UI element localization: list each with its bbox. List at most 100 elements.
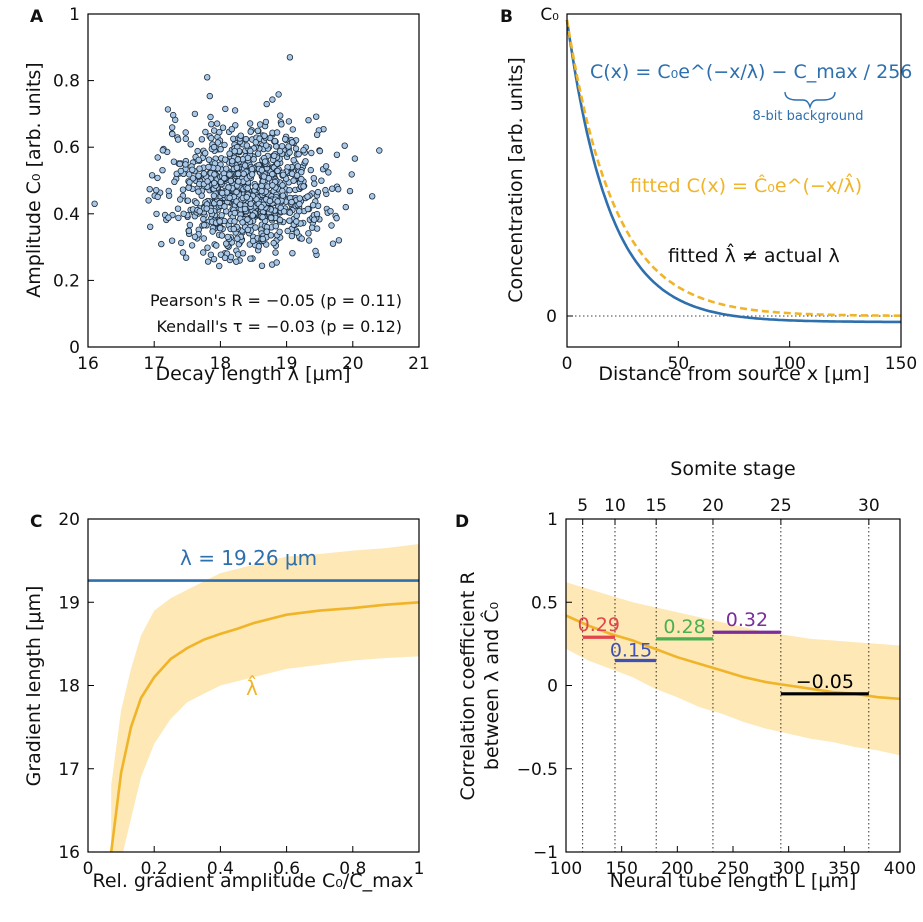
scatter-point — [169, 130, 176, 138]
scatter-point — [195, 172, 202, 179]
panel-c-plot — [88, 544, 419, 852]
scatter-point — [221, 141, 228, 149]
scatter-point — [247, 128, 254, 135]
scatter-point — [234, 170, 242, 177]
scatter-point — [252, 139, 259, 146]
scatter-point — [195, 188, 202, 195]
scatter-point — [203, 205, 210, 212]
scatter-point — [255, 150, 262, 157]
scatter-point — [335, 237, 343, 244]
scatter-point — [201, 149, 209, 157]
scatter-point — [258, 262, 266, 269]
y-tick-label: 19 — [58, 593, 80, 613]
scatter-point — [213, 242, 220, 249]
background-annotation: 8-bit background — [753, 109, 864, 124]
scatter-point — [208, 120, 215, 128]
scatter-point — [184, 197, 192, 204]
scatter-point — [232, 122, 239, 129]
scatter-point — [175, 214, 182, 222]
x-tick-label: 0 — [83, 859, 94, 879]
scatter-point — [226, 150, 233, 157]
scatter-point — [204, 178, 211, 185]
scatter-point — [193, 199, 200, 207]
top-tick-label: 30 — [858, 496, 880, 516]
scatter-point — [300, 146, 307, 154]
scatter-point — [176, 196, 184, 203]
scatter-point — [311, 216, 318, 223]
scatter-point — [351, 155, 359, 162]
stage-segment-label: 0.15 — [610, 640, 652, 662]
scatter-point — [288, 232, 296, 240]
scatter-point — [272, 222, 279, 230]
scatter-point — [231, 218, 238, 225]
scatter-point — [214, 139, 222, 146]
scatter-point — [222, 105, 229, 113]
scatter-point — [269, 96, 276, 103]
scatter-point — [182, 254, 190, 261]
scatter-point — [196, 208, 203, 215]
y-tick-label: 20 — [58, 510, 80, 530]
panel-c-ticks: 0 0.2 0.4 0.6 0.8 1 16 17 18 19 20 — [58, 510, 424, 879]
scatter-point — [164, 106, 172, 113]
scatter-point — [284, 227, 291, 235]
scatter-point — [195, 156, 202, 164]
scatter-point — [206, 92, 213, 100]
scatter-point — [308, 224, 316, 231]
scatter-point — [234, 235, 241, 242]
scatter-point — [216, 199, 223, 207]
y-tick-label: 0.2 — [53, 271, 80, 291]
scatter-point — [276, 216, 284, 224]
scatter-point — [289, 139, 296, 146]
scatter-point — [198, 192, 205, 199]
y-tick-label: 0 — [69, 338, 80, 358]
scatter-point — [233, 164, 241, 171]
scatter-point — [249, 237, 257, 245]
scatter-point — [255, 243, 263, 250]
scatter-point — [286, 149, 293, 156]
scatter-point — [329, 240, 337, 247]
scatter-point — [187, 141, 194, 148]
y-tick-label: 0 — [546, 307, 557, 327]
scatter-point — [266, 197, 274, 205]
panel-b-frame — [566, 13, 902, 348]
scatter-point — [186, 179, 193, 186]
x-tick-label: 20 — [342, 354, 364, 374]
scatter-point — [180, 210, 187, 217]
scatter-point — [239, 219, 246, 226]
scatter-point — [179, 249, 187, 256]
scatter-point — [293, 172, 301, 179]
scatter-point — [376, 147, 383, 154]
panel-a: A 16 17 18 19 20 21 0 0.2 0.4 0.6 0.8 1 Pearson's R… — [23, 5, 430, 385]
scatter-point — [199, 249, 207, 256]
scatter-point — [210, 192, 218, 199]
scatter-point — [263, 100, 270, 108]
scatter-point — [91, 200, 98, 207]
scatter-point — [233, 188, 240, 196]
scatter-point — [231, 107, 239, 114]
scatter-point — [207, 251, 215, 258]
scatter-point — [256, 121, 264, 128]
panel-a-frame — [87, 13, 420, 348]
panel-d-ticks: 100 150 200 250 300 350 400 −1 −0.5 0 0.5 15 10 15 20 2… — [517, 496, 917, 879]
x-tick-label: 200 — [661, 859, 693, 879]
x-tick-label: 0 — [562, 354, 573, 374]
y-tick-label: C₀ — [540, 5, 559, 25]
scatter-points — [91, 54, 383, 270]
fitted-equation: fitted C(x) = Ĉ₀e^(−x/λ̂) — [630, 173, 862, 197]
scatter-point — [285, 143, 292, 150]
scatter-point — [263, 228, 270, 235]
panel-b-xlabel: Distance from source x [μm] — [598, 363, 869, 385]
scatter-point — [235, 178, 242, 185]
scatter-point — [272, 249, 279, 256]
scatter-point — [293, 218, 300, 225]
scatter-point — [218, 189, 226, 197]
scatter-point — [261, 132, 268, 139]
scatter-point — [216, 218, 223, 225]
y-tick-label: 1 — [69, 5, 80, 25]
scatter-point — [292, 145, 300, 152]
panel-d-xlabel: Neural tube length L [μm] — [610, 870, 857, 892]
scatter-point — [203, 74, 211, 81]
scatter-point — [221, 156, 229, 163]
scatter-point — [247, 255, 254, 262]
